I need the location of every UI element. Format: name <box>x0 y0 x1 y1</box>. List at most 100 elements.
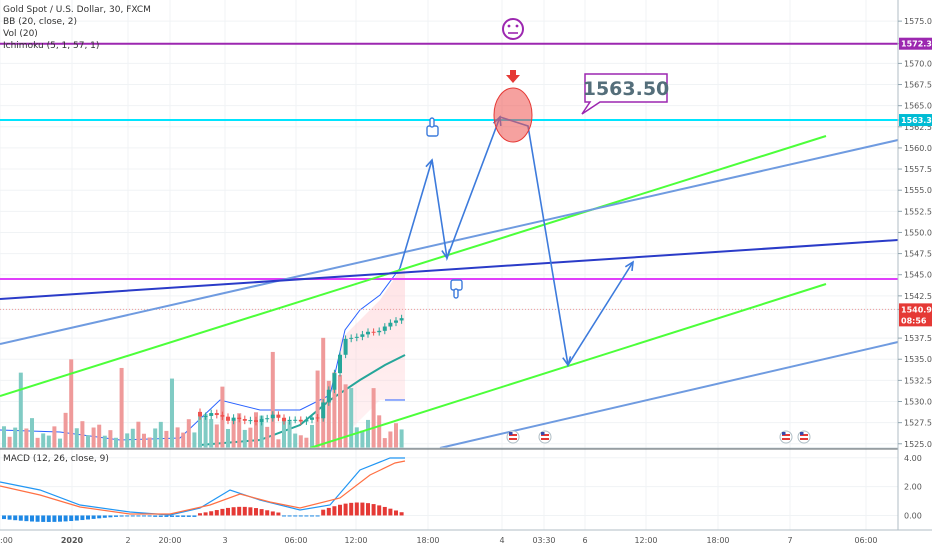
macd-histogram-bar <box>198 513 202 516</box>
legend-macd: MACD (12, 26, close, 9) <box>3 454 109 464</box>
time-axis[interactable] <box>0 530 932 550</box>
us-flag-event-icon <box>506 430 520 444</box>
price-tick-label: 1550.00 <box>904 228 932 237</box>
candles <box>198 314 404 426</box>
macd-histogram-bar <box>332 506 337 516</box>
macd-histogram-bar <box>366 503 370 516</box>
candle-body <box>220 415 225 417</box>
macd-histogram-bar <box>192 515 197 517</box>
macd-pane[interactable] <box>0 457 898 522</box>
price-tick-label: 1555.00 <box>904 186 932 195</box>
flag-canton <box>782 432 786 435</box>
macd-histogram-bar <box>265 510 270 516</box>
candle-body <box>332 373 337 390</box>
candle-body <box>293 419 298 421</box>
candle-body <box>231 417 236 421</box>
volume-bar <box>371 388 376 448</box>
volume-bar <box>377 415 382 448</box>
macd-histogram-bar <box>349 502 354 516</box>
time-tick-label: 2 <box>125 536 130 545</box>
price-callout[interactable]: 1563.50 <box>581 73 669 115</box>
volume-bar <box>74 428 79 448</box>
volume-bar <box>63 412 68 448</box>
drawings[interactable] <box>0 42 899 449</box>
volume-bar <box>326 380 331 448</box>
volume-bar <box>7 436 12 448</box>
price-tick-label: 1527.50 <box>904 419 932 428</box>
macd-histogram-bar <box>399 512 404 516</box>
price-tag-box <box>899 303 932 316</box>
macd-histogram-bar <box>108 515 113 518</box>
macd-histogram-bar <box>125 515 130 517</box>
price-tick-label: 1537.50 <box>904 334 932 343</box>
volume-bar <box>293 433 298 448</box>
candle-body <box>270 414 275 419</box>
candle-body <box>399 318 404 321</box>
macd-histogram-bar <box>209 511 214 516</box>
price-axis[interactable] <box>898 0 932 530</box>
event-markers[interactable] <box>506 430 811 444</box>
volume-bar <box>130 428 135 448</box>
candle-body <box>388 322 393 327</box>
flag-stripe <box>800 434 808 436</box>
trend-line <box>0 135 827 397</box>
volume-bars <box>2 337 404 448</box>
macd-histogram-bar <box>186 515 191 517</box>
price-pane[interactable] <box>0 0 898 448</box>
candle-body <box>360 334 365 337</box>
macd-histogram-bar <box>214 510 219 516</box>
volume-bar <box>102 435 107 448</box>
candle-body <box>343 338 348 355</box>
macd-histogram-bar <box>270 511 275 516</box>
candle-body <box>282 417 286 422</box>
price-tick-label: 1535.00 <box>904 355 932 364</box>
flag-stripe <box>541 434 549 436</box>
volume-bar <box>231 419 236 448</box>
macd-histogram-bar <box>119 515 124 517</box>
macd-histogram-bar <box>147 515 152 517</box>
time-tick-label: 20:00 <box>158 536 181 545</box>
macd-histogram-bar <box>136 515 141 517</box>
volume-bar <box>242 429 247 448</box>
candle-body <box>315 417 320 419</box>
volume-bar <box>46 435 51 448</box>
volume-bar <box>136 421 141 448</box>
arrowhead <box>441 249 451 260</box>
candle-body <box>338 354 342 374</box>
macd-histogram-bar <box>80 515 85 521</box>
macd-histogram-bar <box>46 515 51 522</box>
macd-line <box>0 457 405 516</box>
macd-histogram-bar <box>360 502 365 516</box>
candle-body <box>377 330 382 333</box>
flag-canton <box>541 432 545 435</box>
price-tag-box <box>899 37 932 50</box>
trend-line <box>439 341 899 449</box>
candle-body <box>265 418 270 420</box>
volume-bar <box>24 428 29 448</box>
candle-body <box>237 417 242 419</box>
volume-bar <box>147 437 152 448</box>
macd-histogram-bar <box>114 515 118 517</box>
price-tag-label: 1572.33 <box>901 40 932 49</box>
candle-body <box>287 419 292 422</box>
candle-body <box>276 414 281 418</box>
volume-bar <box>287 421 292 448</box>
volume-bar <box>394 423 398 448</box>
time-tick-label: 2020 <box>61 536 84 545</box>
macd-histogram-bar <box>142 515 146 517</box>
us-flag-event-icon <box>779 430 793 444</box>
price-tag-box <box>899 114 932 127</box>
arrowhead <box>562 356 572 367</box>
volume-bar <box>170 378 174 448</box>
target-zone[interactable] <box>493 87 533 143</box>
volume-bar <box>30 418 34 448</box>
candle-body <box>198 411 202 417</box>
macd-histogram-bar <box>321 509 326 516</box>
macd-histogram-bar <box>276 512 281 516</box>
time-tick-label: 03:30 <box>532 536 555 545</box>
candle-body <box>310 417 314 420</box>
volume-bar <box>18 372 23 448</box>
volume-bar <box>360 430 365 448</box>
macd-histogram-bar <box>231 507 236 516</box>
